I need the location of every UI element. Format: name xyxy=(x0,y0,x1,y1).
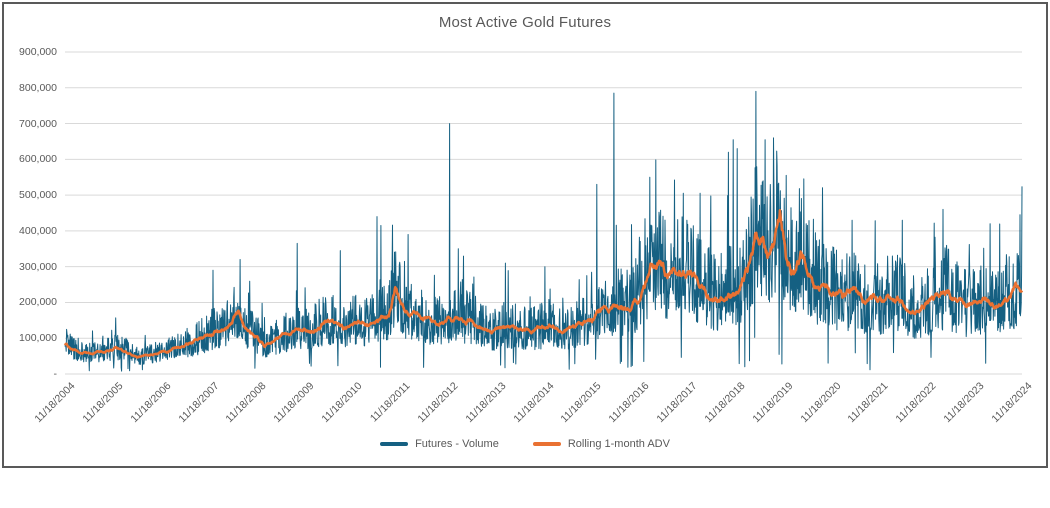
chart-frame xyxy=(2,2,1048,468)
y-tick-label: - xyxy=(53,368,58,380)
legend-label: Rolling 1-month ADV xyxy=(567,438,670,450)
y-tick-label: 400,000 xyxy=(19,224,57,237)
y-tick-label: 200,000 xyxy=(19,296,57,309)
legend: Futures - Volume Rolling 1-month ADV xyxy=(0,438,1050,450)
legend-item-rolling-1-month-adv: Rolling 1-month ADV xyxy=(532,438,670,450)
futures-volume-series xyxy=(64,90,1023,372)
y-tick-label: 800,000 xyxy=(19,81,57,94)
y-tick-label: 900,000 xyxy=(19,46,57,58)
legend-label: Futures - Volume xyxy=(415,438,499,450)
legend-line-swatch-icon xyxy=(532,442,561,446)
y-tick-label: 500,000 xyxy=(19,189,57,202)
rolling-adv-series xyxy=(63,209,1024,359)
y-tick-label: 100,000 xyxy=(19,332,57,345)
y-tick-label: 700,000 xyxy=(19,117,57,130)
y-tick-label: 300,000 xyxy=(19,260,57,273)
y-tick-label: 600,000 xyxy=(19,153,57,166)
legend-line-swatch-icon xyxy=(380,442,409,446)
legend-item-futures-volume: Futures - Volume xyxy=(380,438,499,450)
chart-title: Most Active Gold Futures xyxy=(438,14,612,31)
